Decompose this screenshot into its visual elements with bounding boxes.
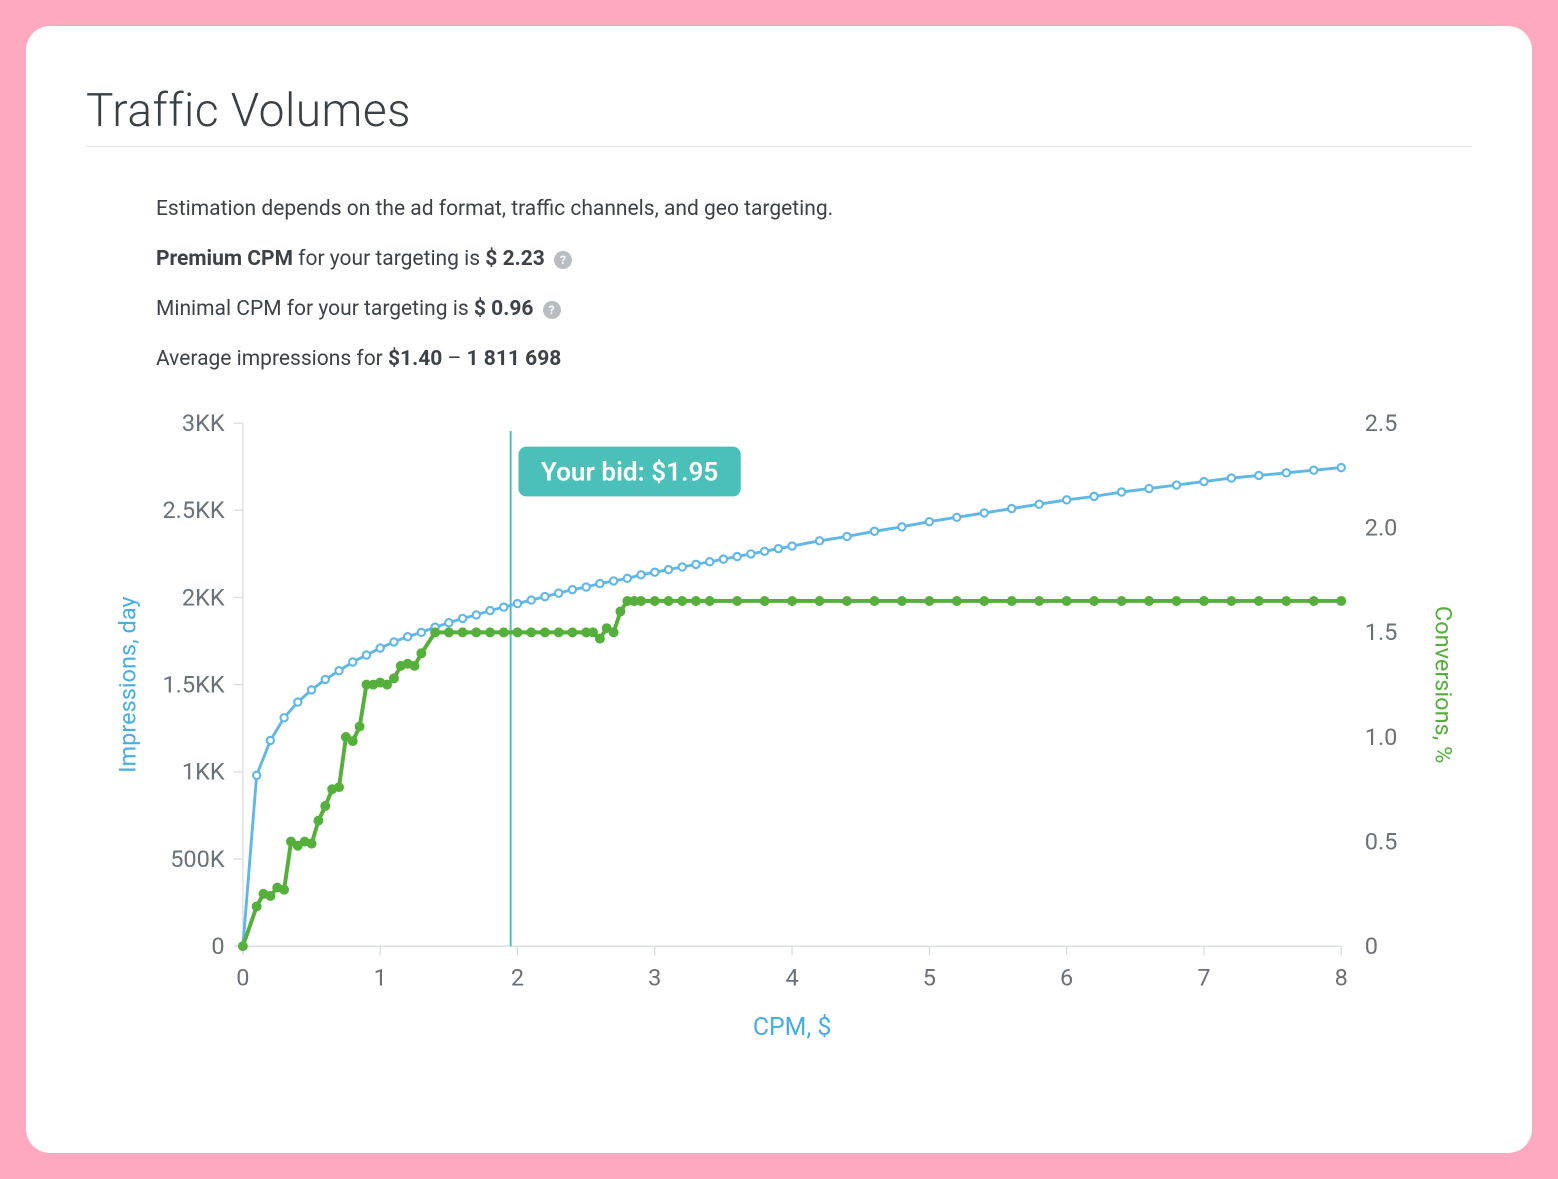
svg-text:1KK: 1KK bbox=[182, 758, 225, 786]
svg-text:5: 5 bbox=[923, 963, 936, 991]
svg-text:1.5: 1.5 bbox=[1365, 618, 1398, 646]
minimal-cpm-label: Minimal CPM for your targeting is bbox=[156, 297, 474, 321]
svg-text:Conversions, %: Conversions, % bbox=[1429, 606, 1457, 763]
info-block: Estimation depends on the ad format, tra… bbox=[156, 197, 1472, 371]
svg-text:CPM, $: CPM, $ bbox=[753, 1013, 832, 1042]
svg-text:2.5KK: 2.5KK bbox=[162, 496, 224, 524]
svg-text:2KK: 2KK bbox=[182, 583, 225, 611]
chart-svg: 0123456780500K1KK1.5KK2KK2.5KK3KK00.51.0… bbox=[86, 397, 1472, 1103]
minimal-cpm-value: $ 0.96 bbox=[474, 297, 534, 321]
minimal-cpm-line: Minimal CPM for your targeting is $ 0.96… bbox=[156, 297, 1472, 321]
svg-text:Impressions, day: Impressions, day bbox=[114, 596, 142, 772]
svg-text:6: 6 bbox=[1060, 963, 1073, 991]
premium-cpm-mid: for your targeting is bbox=[293, 247, 485, 271]
traffic-volumes-card: Traffic Volumes Estimation depends on th… bbox=[26, 26, 1532, 1153]
svg-text:0: 0 bbox=[236, 963, 249, 991]
avg-impressions-line: Average impressions for $1.40 – 1 811 69… bbox=[156, 347, 1472, 371]
premium-cpm-value: $ 2.23 bbox=[485, 247, 545, 271]
svg-text:2: 2 bbox=[511, 963, 524, 991]
svg-text:0: 0 bbox=[1365, 932, 1378, 960]
divider bbox=[86, 146, 1472, 147]
help-icon[interactable]: ? bbox=[554, 251, 572, 269]
svg-text:3KK: 3KK bbox=[182, 409, 225, 437]
svg-text:1: 1 bbox=[374, 963, 387, 991]
svg-text:3: 3 bbox=[648, 963, 661, 991]
svg-text:0.5: 0.5 bbox=[1365, 827, 1398, 855]
help-icon[interactable]: ? bbox=[543, 301, 561, 319]
page-title: Traffic Volumes bbox=[86, 84, 1472, 138]
estimation-text: Estimation depends on the ad format, tra… bbox=[156, 197, 1472, 221]
avg-sep: – bbox=[442, 347, 466, 371]
svg-text:8: 8 bbox=[1335, 963, 1348, 991]
premium-cpm-line: Premium CPM for your targeting is $ 2.23… bbox=[156, 247, 1472, 271]
svg-text:2.0: 2.0 bbox=[1365, 514, 1398, 542]
svg-text:0: 0 bbox=[211, 932, 224, 960]
svg-text:7: 7 bbox=[1197, 963, 1210, 991]
svg-text:1.5KK: 1.5KK bbox=[162, 671, 224, 699]
traffic-chart: 0123456780500K1KK1.5KK2KK2.5KK3KK00.51.0… bbox=[86, 397, 1472, 1103]
avg-value: 1 811 698 bbox=[467, 347, 562, 371]
avg-price: $1.40 bbox=[388, 347, 442, 371]
svg-text:4: 4 bbox=[785, 963, 798, 991]
svg-text:2.5: 2.5 bbox=[1365, 409, 1398, 437]
svg-text:1.0: 1.0 bbox=[1365, 723, 1398, 751]
avg-prefix: Average impressions for bbox=[156, 347, 388, 371]
premium-cpm-label: Premium CPM bbox=[156, 247, 293, 271]
svg-text:Your bid: $1.95: Your bid: $1.95 bbox=[541, 458, 719, 488]
svg-text:500K: 500K bbox=[170, 845, 225, 873]
